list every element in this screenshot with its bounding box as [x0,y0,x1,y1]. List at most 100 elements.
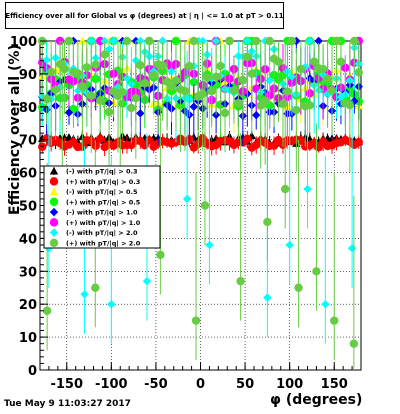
data-point [252,36,261,46]
legend-swatch [49,166,59,175]
data-point [185,62,194,71]
data-point [345,100,355,110]
data-point [260,96,270,106]
data-point [354,68,363,77]
data-point [131,94,141,103]
legend-swatch [49,218,59,227]
data-point [142,276,152,286]
data-point [247,69,256,79]
data-point [202,73,212,82]
data-point [349,339,359,348]
legend-swatch [49,177,59,186]
data-point [60,64,69,74]
legend-swatch [49,238,59,248]
data-point [287,72,297,81]
data-point [158,61,167,70]
data-point [200,201,210,210]
data-point [205,240,214,250]
data-point [140,79,149,88]
data-point [180,86,190,96]
data-point [330,316,339,325]
data-point [303,184,312,194]
y-tick-label: 100 [10,35,37,50]
data-point [78,82,87,91]
chart-marks [38,36,363,370]
legend-box [43,165,161,249]
data-point [238,75,248,85]
data-point [281,184,290,194]
data-point [294,283,303,292]
data-point [42,95,51,104]
data-point [314,36,323,46]
data-point [225,36,234,46]
axes: -150 -100 -50 0 50 100 150 0 10 20 30 40 50 60 70 80 90 1… [10,35,362,392]
data-point [191,316,201,325]
data-point [252,110,261,120]
data-point [95,134,105,143]
data-point [296,64,306,74]
chart-title-box: Efficiency over all for Global vs φ (deg… [5,2,284,29]
x-tick-label: -50 [144,377,168,392]
data-point [287,36,297,46]
data-point [64,108,74,117]
data-point [229,86,239,95]
data-point [350,36,359,46]
y-tick-label: 30 [19,265,37,280]
x-tick-label: 50 [236,377,254,392]
data-point [189,102,199,111]
data-point [167,82,176,92]
data-point [269,141,279,150]
data-point [118,87,127,97]
data-point [198,89,207,99]
data-point [91,60,100,69]
data-point [327,86,337,95]
data-point [100,50,109,59]
data-point [263,217,272,227]
data-point [309,57,319,66]
data-point [216,61,225,71]
data-point [145,36,154,46]
y-tick-label: 70 [19,134,37,149]
data-point [318,64,328,74]
data-point [283,87,292,96]
legend-label: (+) with pT/|q| > 2.0 [66,239,141,248]
data-point [321,300,330,309]
y-tick-label: 90 [19,68,37,83]
data-point [285,240,294,250]
data-point [80,290,89,299]
chart-title: Efficiency over all for Global vs φ (deg… [5,11,284,20]
data-point [136,109,145,118]
data-point [156,250,165,260]
data-point [336,57,346,67]
y-tick-label: 10 [19,331,37,346]
data-point [149,70,158,80]
legend-label: (+) with pT/|q| > 1.0 [66,219,141,228]
data-point [278,99,288,109]
y-tick-label: 60 [19,167,37,182]
data-point [182,194,192,204]
legend-label: (+) with pT/|q| > 0.3 [66,178,140,187]
data-point [122,36,132,46]
x-tick-label: 0 [196,377,205,392]
y-tick-label: 80 [19,101,37,116]
data-point [263,293,272,302]
data-point [127,103,136,113]
y-tick-label: 0 [28,364,37,379]
data-point [243,52,252,62]
data-point [312,267,321,276]
legend-swatch [49,228,59,237]
legend-swatch [49,207,59,217]
x-tick-label: -100 [95,377,128,392]
data-point [171,76,181,85]
x-axis-label: φ (degrees) [270,392,363,408]
data-point [350,96,359,106]
data-point [78,36,87,45]
data-point [95,36,105,46]
data-point [292,105,301,115]
data-point [109,36,118,46]
data-point [189,36,199,46]
data-point [207,87,216,96]
legend-label: (+) with pT/|q| > 0.5 [66,198,141,207]
legend-label: (-) with pT/|q| > 0.3 [66,168,137,177]
legend-swatch [49,197,59,207]
